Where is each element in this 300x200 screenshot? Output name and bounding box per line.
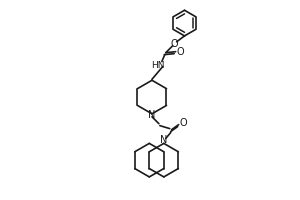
Text: O: O [180, 118, 187, 128]
Text: N: N [160, 135, 167, 145]
Text: O: O [177, 47, 184, 57]
Text: HN: HN [151, 61, 165, 70]
Text: N: N [148, 110, 156, 120]
Text: O: O [171, 39, 178, 49]
